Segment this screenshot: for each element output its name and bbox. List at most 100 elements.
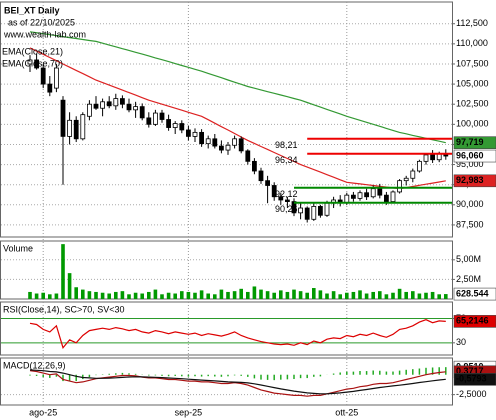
bar bbox=[331, 291, 336, 299]
bar bbox=[54, 293, 59, 299]
bar bbox=[67, 273, 72, 299]
bar bbox=[404, 291, 408, 299]
bar bbox=[411, 291, 415, 299]
bar bbox=[417, 293, 422, 299]
bar bbox=[34, 293, 39, 299]
bar bbox=[292, 289, 296, 299]
bar bbox=[298, 291, 303, 299]
bar bbox=[444, 294, 448, 299]
candle-body bbox=[278, 196, 284, 201]
candle-body bbox=[397, 180, 403, 193]
x-tick-label: sep-25 bbox=[175, 407, 203, 417]
candle-body bbox=[152, 112, 158, 125]
bar bbox=[140, 293, 144, 299]
y-tick-label: 105,000 bbox=[456, 78, 489, 88]
bar bbox=[127, 294, 131, 299]
candle-body bbox=[436, 153, 442, 161]
candle-body bbox=[284, 199, 290, 202]
y-tick-label: 2,50M bbox=[456, 274, 481, 284]
bar bbox=[133, 292, 138, 299]
candle-body bbox=[100, 101, 105, 109]
candle-body bbox=[370, 188, 376, 198]
candle-body bbox=[317, 206, 323, 216]
line bbox=[29, 47, 446, 190]
y-tick-label: 110,000 bbox=[456, 38, 488, 48]
candle-body bbox=[410, 170, 416, 179]
candle-body bbox=[199, 131, 205, 145]
level-label: 92,12 bbox=[275, 189, 298, 199]
line bbox=[29, 31, 446, 144]
candle-body bbox=[205, 138, 211, 145]
bar bbox=[153, 289, 158, 299]
candle-body bbox=[344, 194, 350, 203]
y-tick-label: 95,000 bbox=[456, 159, 484, 169]
bar bbox=[226, 291, 230, 299]
value-box bbox=[453, 149, 496, 163]
bar bbox=[391, 292, 395, 299]
bar bbox=[114, 291, 118, 299]
value-box-label: -0,5793 bbox=[456, 374, 487, 384]
y-tick-label: 5,00M bbox=[456, 254, 481, 264]
bar bbox=[199, 290, 204, 299]
bar bbox=[213, 294, 217, 299]
value-box-label: 97,719 bbox=[456, 137, 484, 147]
candle-body bbox=[403, 177, 409, 182]
candle-body bbox=[93, 103, 99, 109]
bar bbox=[74, 287, 78, 299]
candle-body bbox=[146, 117, 152, 125]
candle-body bbox=[67, 119, 72, 137]
bar bbox=[94, 291, 98, 299]
bar bbox=[61, 244, 65, 299]
line bbox=[29, 319, 446, 349]
candle-body bbox=[251, 160, 257, 172]
y-tick-label: 112,500 bbox=[456, 18, 488, 28]
candle-body bbox=[113, 98, 119, 107]
candle-body bbox=[377, 188, 383, 196]
bar bbox=[232, 291, 237, 299]
x-tick-label: ago-25 bbox=[29, 407, 57, 417]
bar bbox=[180, 291, 184, 299]
bar bbox=[285, 291, 290, 299]
chart-title: BEI_XT Daily bbox=[4, 5, 60, 15]
y-tick-label: -2,5000 bbox=[456, 389, 487, 399]
bar bbox=[430, 291, 435, 299]
bar bbox=[28, 291, 32, 299]
bar bbox=[41, 292, 45, 299]
value-box-label: 0,3717 bbox=[456, 366, 484, 376]
candle-body bbox=[364, 192, 370, 198]
bar bbox=[120, 291, 125, 299]
bar bbox=[305, 292, 309, 299]
candle-body bbox=[60, 99, 66, 137]
candle-body bbox=[390, 191, 396, 202]
bar bbox=[351, 291, 356, 299]
candle-body bbox=[416, 160, 422, 172]
candle-body bbox=[238, 138, 244, 152]
source: www.wealth-lab.com bbox=[3, 29, 86, 39]
candle-body bbox=[185, 129, 191, 137]
candle-body bbox=[271, 185, 277, 198]
value-box-label: 65,2146 bbox=[456, 316, 489, 326]
candle-body bbox=[159, 112, 165, 120]
candle-body bbox=[106, 101, 112, 107]
candle-body bbox=[179, 123, 185, 131]
bar bbox=[206, 293, 210, 299]
candle-body bbox=[166, 119, 172, 128]
value-box bbox=[453, 373, 496, 386]
candle-body bbox=[54, 67, 59, 89]
candle-body bbox=[324, 202, 330, 216]
candle-body bbox=[73, 119, 79, 140]
candle-body bbox=[311, 206, 317, 220]
value-box bbox=[453, 287, 496, 301]
bar bbox=[48, 294, 52, 299]
candle-body bbox=[133, 106, 139, 111]
candle-body bbox=[232, 138, 238, 146]
bar bbox=[371, 291, 375, 299]
bar bbox=[279, 290, 283, 299]
level-label: 96,34 bbox=[275, 155, 298, 165]
candle-body bbox=[34, 59, 39, 69]
x-tick-label: ott-25 bbox=[335, 407, 358, 417]
candle-body bbox=[192, 131, 198, 137]
bar bbox=[252, 286, 257, 299]
level-label: 90,26 bbox=[275, 204, 298, 214]
